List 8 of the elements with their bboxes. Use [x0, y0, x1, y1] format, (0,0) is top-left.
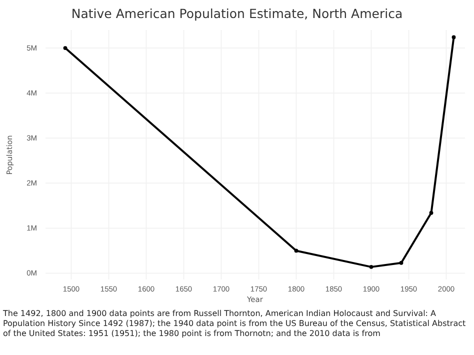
point — [369, 264, 374, 269]
point — [429, 210, 434, 215]
point — [63, 46, 68, 50]
point — [294, 248, 298, 253]
point — [399, 260, 404, 265]
point — [452, 35, 456, 40]
chart-title: Native American Population Estimate, North America — [71, 6, 403, 21]
text: The 1492, 1800 and 1900 data points are from Russell Thornton, American Indian Holocaust and Survival: A Population History Since 1492 (1987); the 1940 data point is from the US Bureau of the Census, Statistical Abstract of the United States: 1951 (1951); the 1980 point is from Thornotn; and the 2010 data is from — [2, 309, 466, 338]
